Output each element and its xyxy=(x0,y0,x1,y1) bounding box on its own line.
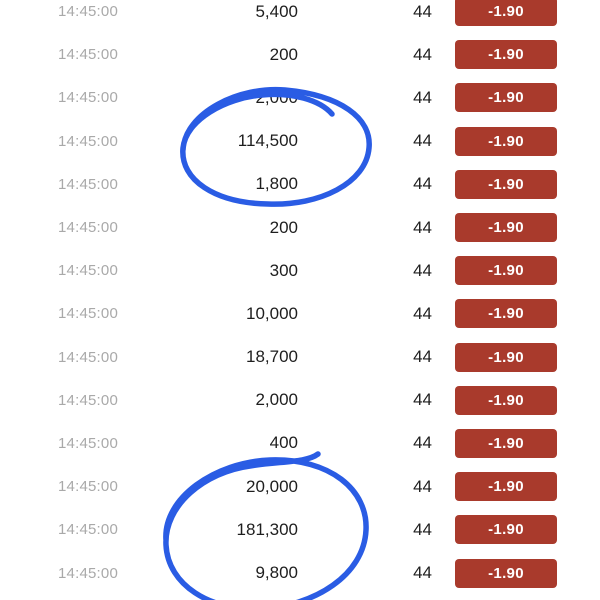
trade-volume: 114,500 xyxy=(237,131,298,151)
trade-row[interactable]: 14:45:00 181,300 44 -1.90 xyxy=(0,508,600,551)
trade-price: 44 xyxy=(413,563,432,583)
trade-row[interactable]: 14:45:00 10,000 44 -1.90 xyxy=(0,292,600,335)
trade-row[interactable]: 14:45:00 2,000 44 -1.90 xyxy=(0,76,600,119)
trade-price: 44 xyxy=(413,347,432,367)
trade-volume: 20,000 xyxy=(246,476,298,496)
trade-price: 44 xyxy=(413,260,432,280)
change-badge: -1.90 xyxy=(455,0,557,27)
trade-time: 14:45:00 xyxy=(58,521,118,539)
trade-price: 44 xyxy=(413,1,432,21)
trade-time: 14:45:00 xyxy=(58,305,118,323)
trade-volume: 18,700 xyxy=(246,347,298,367)
change-badge: -1.90 xyxy=(455,342,557,372)
change-badge: -1.90 xyxy=(455,213,557,243)
trade-row[interactable]: 14:45:00 114,500 44 -1.90 xyxy=(0,120,600,163)
trade-row[interactable]: 14:45:00 300 44 -1.90 xyxy=(0,249,600,292)
trade-row[interactable]: 14:45:00 20,000 44 -1.90 xyxy=(0,465,600,508)
trade-row[interactable]: 14:45:00 18,700 44 -1.90 xyxy=(0,336,600,379)
trade-time: 14:45:00 xyxy=(58,219,118,237)
trade-time: 14:45:00 xyxy=(58,132,118,150)
trade-volume: 400 xyxy=(269,433,298,453)
change-badge: -1.90 xyxy=(455,385,557,415)
trade-volume: 181,300 xyxy=(236,519,298,539)
trade-price: 44 xyxy=(413,303,432,323)
trade-price: 44 xyxy=(413,131,432,151)
change-badge: -1.90 xyxy=(455,40,557,70)
trade-row[interactable]: 14:45:00 2,000 44 -1.90 xyxy=(0,379,600,422)
change-badge: -1.90 xyxy=(455,83,557,113)
change-badge: -1.90 xyxy=(455,515,557,545)
trade-row[interactable]: 14:45:00 1,800 44 -1.90 xyxy=(0,163,600,206)
change-badge: -1.90 xyxy=(455,256,557,286)
trade-row[interactable]: 14:45:00 5,400 44 -1.90 xyxy=(0,0,600,33)
change-badge: -1.90 xyxy=(455,299,557,329)
trade-row[interactable]: 14:45:00 9,800 44 -1.90 xyxy=(0,551,600,594)
trade-row[interactable]: 14:45:00 200 44 -1.90 xyxy=(0,33,600,76)
trade-time: 14:45:00 xyxy=(58,46,118,64)
change-badge: -1.90 xyxy=(455,428,557,458)
trade-price: 44 xyxy=(413,174,432,194)
trade-time: 14:45:00 xyxy=(58,478,118,496)
trade-price: 44 xyxy=(413,44,432,64)
trade-price: 44 xyxy=(413,390,432,410)
trade-volume: 1,800 xyxy=(255,174,298,194)
trade-time: 14:45:00 xyxy=(58,434,118,452)
trade-volume: 200 xyxy=(269,217,298,237)
trade-volume: 200 xyxy=(269,44,298,64)
trade-volume: 2,000 xyxy=(255,87,298,107)
trade-price: 44 xyxy=(413,87,432,107)
trade-time: 14:45:00 xyxy=(58,175,118,193)
trade-row[interactable]: 14:45:00 400 44 -1.90 xyxy=(0,422,600,465)
trade-row[interactable]: 14:45:00 200 44 -1.90 xyxy=(0,206,600,249)
trade-price: 44 xyxy=(413,217,432,237)
trade-price: 44 xyxy=(413,433,432,453)
trade-time: 14:45:00 xyxy=(58,3,118,21)
trade-volume: 5,400 xyxy=(255,1,298,21)
change-badge: -1.90 xyxy=(455,126,557,156)
trade-volume: 9,800 xyxy=(255,563,298,583)
trade-time: 14:45:00 xyxy=(58,391,118,409)
change-badge: -1.90 xyxy=(455,169,557,199)
trade-time: 14:45:00 xyxy=(58,262,118,280)
trade-price: 44 xyxy=(413,519,432,539)
trade-time: 14:45:00 xyxy=(58,348,118,366)
change-badge: -1.90 xyxy=(455,558,557,588)
trade-price: 44 xyxy=(413,476,432,496)
trade-volume: 10,000 xyxy=(246,303,298,323)
trade-volume: 300 xyxy=(269,260,298,280)
trade-time: 14:45:00 xyxy=(58,564,118,582)
trade-volume: 2,000 xyxy=(255,390,298,410)
change-badge: -1.90 xyxy=(455,472,557,502)
trade-time: 14:45:00 xyxy=(58,89,118,107)
